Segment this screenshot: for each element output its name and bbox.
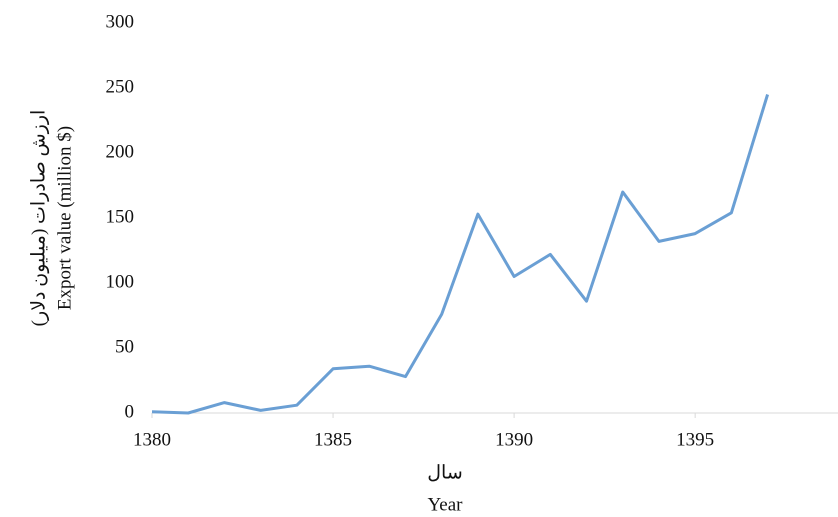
y-label: ارزش صادرات (میلیون دلار) [28,110,49,327]
x-label: سال [427,462,463,483]
x-tick-label: 1380 [133,429,171,450]
x-tick-label: 1395 [676,429,714,450]
y-tick-label: 100 [106,271,135,292]
y-label: Export value (million $) [54,126,75,310]
x-tick-label: 1385 [314,429,352,450]
y-tick-label: 50 [115,336,134,357]
x-label: Year [427,494,463,515]
y-tick-label: 150 [106,206,135,227]
x-tick-label: 1390 [495,429,533,450]
y-tick-label: 200 [106,141,135,162]
y-tick-label: 300 [106,11,135,32]
chart: ارزش صادرات (میلیون دلار) Export value (… [0,0,838,517]
data-line [152,95,768,414]
y-tick-label: 250 [106,76,135,97]
y-tick-label: 0 [125,401,135,422]
